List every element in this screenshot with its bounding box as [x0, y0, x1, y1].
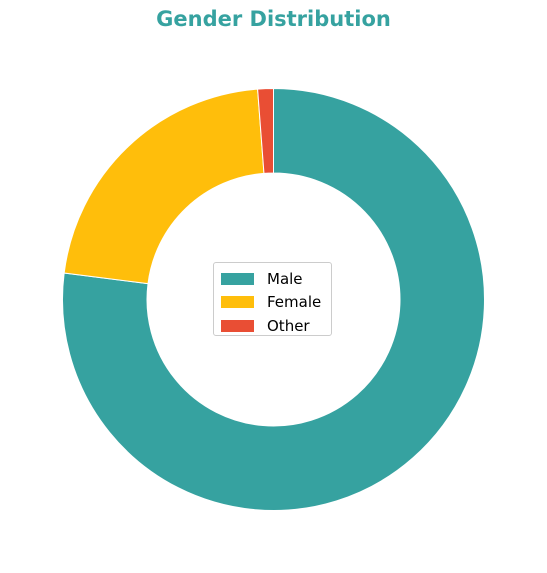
legend-swatch-female: [221, 296, 254, 309]
legend-label-female: Female: [267, 293, 322, 312]
chart-legend: Male Female Other: [213, 262, 332, 336]
slice-other: [257, 87, 274, 174]
legend-item-other: Other: [221, 314, 331, 338]
slice-female: [63, 88, 265, 285]
legend-item-female: Female: [221, 291, 331, 315]
chart-title: Gender Distribution: [156, 7, 391, 31]
slice-male: [62, 87, 485, 511]
legend-swatch-other: [221, 319, 254, 332]
legend-label-other: Other: [267, 316, 310, 335]
legend-label-male: Male: [267, 269, 303, 288]
legend-swatch-male: [221, 272, 254, 285]
legend-item-male: Male: [221, 267, 331, 291]
